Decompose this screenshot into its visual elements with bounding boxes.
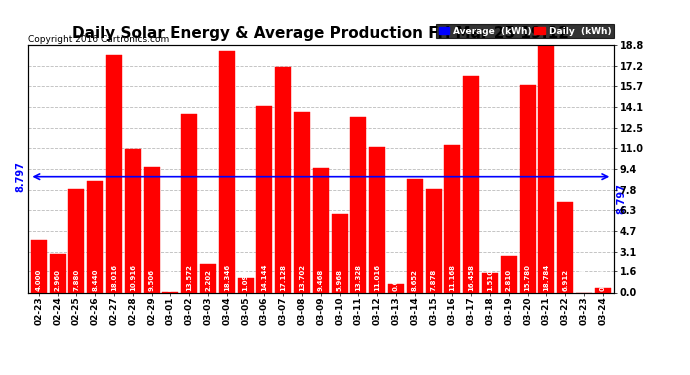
Text: 16.458: 16.458 (469, 264, 474, 291)
Legend: Average  (kWh), Daily  (kWh): Average (kWh), Daily (kWh) (436, 24, 614, 38)
Text: 0.652: 0.652 (393, 268, 399, 291)
Bar (520, 85, 535, 292)
Bar (200, 264, 216, 292)
Text: 11.168: 11.168 (449, 264, 455, 291)
Text: 8.440: 8.440 (92, 268, 98, 291)
Text: 7.878: 7.878 (431, 268, 437, 291)
Text: 2.960: 2.960 (55, 268, 61, 291)
Text: 8.652: 8.652 (412, 268, 418, 291)
Text: 9.506: 9.506 (148, 268, 155, 291)
Bar (68, 189, 84, 292)
Bar (87, 182, 104, 292)
Bar (482, 273, 498, 292)
Bar (351, 117, 366, 292)
Bar (31, 240, 47, 292)
Bar (388, 284, 404, 292)
Text: 13.572: 13.572 (186, 264, 193, 291)
Bar (219, 51, 235, 292)
Title: Daily Solar Energy & Average Production Fri Mar 25 19:12: Daily Solar Energy & Average Production … (72, 26, 569, 41)
Bar (125, 149, 141, 292)
Bar (463, 76, 480, 292)
Bar (558, 201, 573, 292)
Bar (275, 67, 291, 292)
Text: 13.702: 13.702 (299, 264, 305, 291)
Text: 8.797: 8.797 (16, 161, 26, 192)
Bar (257, 106, 273, 292)
Bar (444, 146, 460, 292)
Text: 2.202: 2.202 (205, 268, 211, 291)
Text: Copyright 2016 Cartronics.com: Copyright 2016 Cartronics.com (28, 35, 169, 44)
Bar (426, 189, 442, 292)
Text: 1.510: 1.510 (487, 268, 493, 291)
Text: 13.328: 13.328 (355, 264, 362, 291)
Text: 14.144: 14.144 (262, 263, 268, 291)
Text: 8.797: 8.797 (616, 183, 626, 214)
Text: 11.016: 11.016 (374, 264, 380, 291)
Text: 0.000: 0.000 (581, 268, 587, 291)
Bar (407, 178, 423, 292)
Bar (369, 147, 385, 292)
Text: 18.346: 18.346 (224, 263, 230, 291)
Text: 18.784: 18.784 (544, 263, 549, 291)
Text: 17.128: 17.128 (280, 264, 286, 291)
Text: 7.880: 7.880 (73, 268, 79, 291)
Text: 6.912: 6.912 (562, 268, 569, 291)
Bar (294, 112, 310, 292)
Bar (313, 168, 329, 292)
Text: 2.810: 2.810 (506, 268, 512, 291)
Bar (106, 56, 122, 292)
Text: 15.780: 15.780 (524, 264, 531, 291)
Bar (501, 255, 517, 292)
Bar (50, 254, 66, 292)
Text: 9.468: 9.468 (318, 268, 324, 291)
Text: 18.016: 18.016 (111, 264, 117, 291)
Text: 10.916: 10.916 (130, 264, 136, 291)
Text: 0.328: 0.328 (600, 268, 606, 291)
Bar (237, 278, 254, 292)
Text: 1.090: 1.090 (243, 268, 248, 291)
Bar (144, 167, 159, 292)
Text: 4.000: 4.000 (36, 268, 42, 291)
Bar (538, 45, 555, 292)
Bar (595, 288, 611, 292)
Text: 5.968: 5.968 (337, 268, 343, 291)
Text: 0.004: 0.004 (168, 268, 173, 291)
Bar (181, 114, 197, 292)
Bar (332, 214, 348, 292)
